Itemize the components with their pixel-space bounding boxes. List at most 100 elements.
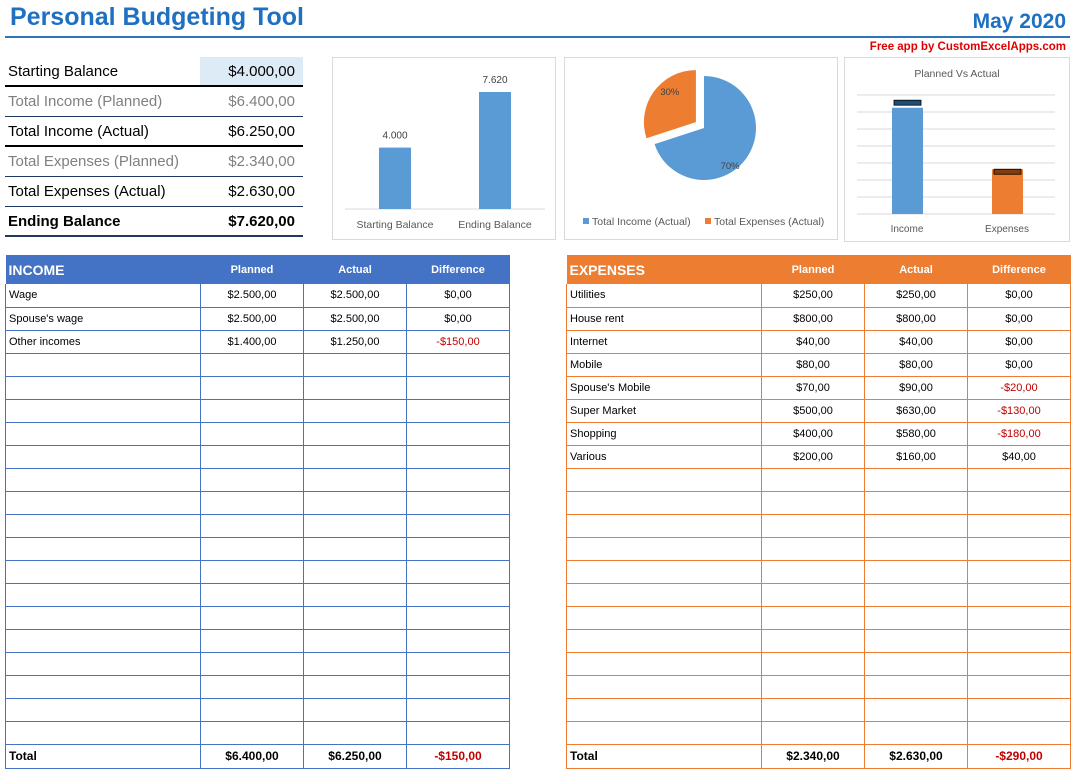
table-cell[interactable] bbox=[406, 491, 510, 515]
table-cell[interactable] bbox=[967, 675, 1071, 699]
table-cell[interactable] bbox=[406, 422, 510, 446]
table-cell[interactable] bbox=[406, 376, 510, 400]
table-cell[interactable]: Other incomes bbox=[5, 330, 201, 354]
table-cell[interactable]: $1.400,00 bbox=[200, 330, 304, 354]
table-cell[interactable] bbox=[406, 445, 510, 469]
table-cell[interactable]: $40,00 bbox=[761, 330, 865, 354]
table-cell[interactable] bbox=[967, 583, 1071, 607]
table-cell[interactable]: $800,00 bbox=[864, 307, 968, 331]
table-cell[interactable] bbox=[406, 399, 510, 423]
table-cell[interactable] bbox=[5, 698, 201, 722]
table-cell[interactable]: Spouse's Mobile bbox=[566, 376, 762, 400]
table-cell[interactable]: Utilities bbox=[566, 284, 762, 308]
table-cell[interactable] bbox=[761, 560, 865, 584]
table-cell[interactable] bbox=[200, 422, 304, 446]
table-cell[interactable] bbox=[5, 353, 201, 377]
table-cell[interactable]: Various bbox=[566, 445, 762, 469]
table-cell[interactable]: -$130,00 bbox=[967, 399, 1071, 423]
table-cell[interactable] bbox=[200, 629, 304, 653]
table-cell[interactable] bbox=[303, 445, 407, 469]
table-cell[interactable] bbox=[5, 537, 201, 561]
table-cell[interactable] bbox=[303, 468, 407, 492]
table-cell[interactable] bbox=[864, 560, 968, 584]
table-cell[interactable]: $90,00 bbox=[864, 376, 968, 400]
table-cell[interactable] bbox=[864, 698, 968, 722]
table-cell[interactable]: $800,00 bbox=[761, 307, 865, 331]
table-cell[interactable] bbox=[200, 399, 304, 423]
table-cell[interactable] bbox=[303, 491, 407, 515]
table-cell[interactable] bbox=[566, 629, 762, 653]
table-cell[interactable]: $0,00 bbox=[967, 284, 1071, 308]
table-cell[interactable] bbox=[967, 514, 1071, 538]
table-cell[interactable]: $2.500,00 bbox=[303, 284, 407, 308]
table-cell[interactable]: -$20,00 bbox=[967, 376, 1071, 400]
table-cell[interactable] bbox=[864, 675, 968, 699]
table-cell[interactable] bbox=[967, 629, 1071, 653]
table-cell[interactable] bbox=[406, 353, 510, 377]
table-cell[interactable]: $0,00 bbox=[967, 353, 1071, 377]
table-cell[interactable] bbox=[566, 560, 762, 584]
table-cell[interactable] bbox=[200, 606, 304, 630]
table-cell[interactable] bbox=[5, 606, 201, 630]
table-cell[interactable]: $0,00 bbox=[406, 307, 510, 331]
table-cell[interactable] bbox=[761, 514, 865, 538]
table-cell[interactable]: $500,00 bbox=[761, 399, 865, 423]
table-cell[interactable] bbox=[566, 514, 762, 538]
table-cell[interactable] bbox=[200, 353, 304, 377]
table-cell[interactable] bbox=[761, 629, 865, 653]
table-cell[interactable] bbox=[761, 698, 865, 722]
table-cell[interactable]: -$150,00 bbox=[406, 330, 510, 354]
table-cell[interactable] bbox=[406, 675, 510, 699]
table-cell[interactable] bbox=[406, 583, 510, 607]
table-cell[interactable] bbox=[303, 652, 407, 676]
table-cell[interactable] bbox=[761, 537, 865, 561]
table-cell[interactable] bbox=[967, 721, 1071, 745]
table-cell[interactable] bbox=[200, 560, 304, 584]
table-cell[interactable] bbox=[303, 399, 407, 423]
table-cell[interactable] bbox=[406, 698, 510, 722]
table-cell[interactable] bbox=[864, 514, 968, 538]
table-cell[interactable] bbox=[5, 399, 201, 423]
table-cell[interactable] bbox=[5, 445, 201, 469]
table-cell[interactable] bbox=[200, 376, 304, 400]
table-cell[interactable] bbox=[200, 698, 304, 722]
table-cell[interactable] bbox=[303, 675, 407, 699]
table-cell[interactable] bbox=[406, 560, 510, 584]
table-cell[interactable] bbox=[5, 629, 201, 653]
table-cell[interactable]: $2.500,00 bbox=[200, 284, 304, 308]
table-cell[interactable] bbox=[406, 514, 510, 538]
table-cell[interactable] bbox=[761, 675, 865, 699]
table-cell[interactable]: Mobile bbox=[566, 353, 762, 377]
table-cell[interactable] bbox=[761, 606, 865, 630]
table-cell[interactable] bbox=[566, 675, 762, 699]
table-cell[interactable] bbox=[200, 652, 304, 676]
table-cell[interactable] bbox=[200, 491, 304, 515]
table-cell[interactable] bbox=[967, 491, 1071, 515]
table-cell[interactable] bbox=[864, 652, 968, 676]
table-cell[interactable] bbox=[303, 606, 407, 630]
table-cell[interactable] bbox=[566, 537, 762, 561]
table-cell[interactable] bbox=[5, 652, 201, 676]
table-cell[interactable] bbox=[303, 537, 407, 561]
table-cell[interactable]: $0,00 bbox=[967, 330, 1071, 354]
table-cell[interactable]: Spouse's wage bbox=[5, 307, 201, 331]
table-cell[interactable] bbox=[303, 698, 407, 722]
table-cell[interactable] bbox=[303, 629, 407, 653]
table-cell[interactable] bbox=[303, 583, 407, 607]
table-cell[interactable] bbox=[967, 606, 1071, 630]
table-cell[interactable]: $160,00 bbox=[864, 445, 968, 469]
table-cell[interactable] bbox=[303, 721, 407, 745]
table-cell[interactable] bbox=[864, 629, 968, 653]
table-cell[interactable] bbox=[761, 721, 865, 745]
table-cell[interactable] bbox=[566, 698, 762, 722]
table-cell[interactable] bbox=[303, 514, 407, 538]
table-cell[interactable] bbox=[5, 675, 201, 699]
table-cell[interactable] bbox=[406, 537, 510, 561]
table-cell[interactable] bbox=[303, 422, 407, 446]
table-cell[interactable] bbox=[303, 376, 407, 400]
table-cell[interactable]: $70,00 bbox=[761, 376, 865, 400]
table-cell[interactable] bbox=[200, 583, 304, 607]
table-cell[interactable]: $80,00 bbox=[864, 353, 968, 377]
table-cell[interactable] bbox=[566, 491, 762, 515]
table-cell[interactable] bbox=[5, 721, 201, 745]
